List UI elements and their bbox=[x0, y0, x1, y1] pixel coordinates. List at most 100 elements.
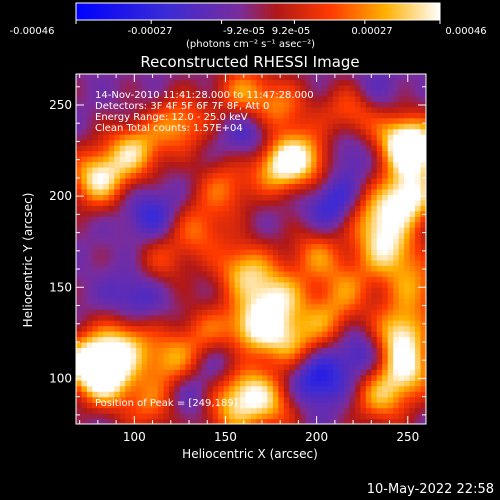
heatmap-cell bbox=[409, 281, 416, 288]
heatmap-cell bbox=[398, 188, 405, 195]
heatmap-cell bbox=[152, 95, 159, 102]
heatmap-cell bbox=[251, 183, 258, 190]
heatmap-cell bbox=[81, 391, 88, 398]
heatmap-cell bbox=[294, 210, 301, 217]
heatmap-cell bbox=[256, 407, 263, 414]
heatmap-cell bbox=[190, 112, 197, 119]
heatmap-cell bbox=[256, 161, 263, 168]
heatmap-cell bbox=[141, 205, 148, 212]
heatmap-cell bbox=[229, 249, 236, 256]
heatmap-cell bbox=[382, 243, 389, 250]
heatmap-cell bbox=[354, 188, 361, 195]
heatmap-cell bbox=[305, 166, 312, 174]
heatmap-cell bbox=[251, 320, 258, 327]
heatmap-cell bbox=[311, 314, 318, 321]
heatmap-cell bbox=[190, 418, 197, 424]
heatmap-cell bbox=[343, 156, 351, 163]
heatmap-cell bbox=[119, 314, 126, 321]
heatmap-cell bbox=[272, 199, 279, 206]
heatmap-cell bbox=[168, 199, 176, 206]
heatmap-cell bbox=[333, 172, 340, 179]
heatmap-cell bbox=[327, 298, 334, 305]
heatmap-cell bbox=[119, 281, 126, 288]
heatmap-cell bbox=[97, 117, 104, 124]
heatmap-cell bbox=[207, 413, 214, 420]
heatmap-cell bbox=[223, 161, 230, 168]
heatmap-cell bbox=[147, 336, 154, 343]
heatmap-cell bbox=[103, 385, 110, 392]
heatmap-cell bbox=[136, 156, 143, 163]
heatmap-cell bbox=[147, 123, 154, 130]
heatmap-cell bbox=[223, 84, 230, 92]
heatmap-cell bbox=[163, 74, 170, 81]
heatmap-cell bbox=[343, 227, 351, 234]
heatmap-cell bbox=[229, 95, 236, 102]
heatmap-cell bbox=[141, 243, 148, 250]
heatmap-cell bbox=[327, 303, 334, 310]
heatmap-cell bbox=[316, 128, 323, 135]
heatmap-cell bbox=[267, 352, 274, 359]
heatmap-cell bbox=[125, 194, 132, 201]
heatmap-cell bbox=[185, 145, 192, 152]
heatmap-cell bbox=[398, 199, 405, 206]
heatmap-cell bbox=[300, 74, 307, 81]
heatmap-cell bbox=[283, 221, 290, 228]
heatmap-cell bbox=[327, 418, 334, 424]
heatmap-cell bbox=[196, 413, 203, 420]
heatmap-cell bbox=[267, 128, 274, 135]
heatmap-cell bbox=[256, 287, 263, 294]
heatmap-cell bbox=[327, 254, 334, 261]
heatmap-cell bbox=[387, 380, 394, 387]
heatmap-cell bbox=[190, 385, 197, 392]
heatmap-cell bbox=[201, 331, 208, 338]
heatmap-cell bbox=[398, 336, 405, 343]
heatmap-cell bbox=[267, 309, 274, 316]
heatmap-cell bbox=[420, 259, 426, 267]
heatmap-cell bbox=[179, 117, 186, 124]
heatmap-cell bbox=[76, 391, 83, 398]
heatmap-cell bbox=[420, 227, 426, 234]
heatmap-cell bbox=[207, 117, 214, 124]
heatmap-cell bbox=[234, 210, 241, 217]
heatmap-cell bbox=[103, 402, 110, 409]
heatmap-cell bbox=[223, 374, 230, 381]
heatmap-cell bbox=[81, 363, 88, 370]
heatmap-cell bbox=[272, 205, 279, 212]
heatmap-cell bbox=[81, 134, 88, 141]
heatmap-cell bbox=[163, 210, 170, 217]
heatmap-cell bbox=[267, 112, 274, 119]
heatmap-cell bbox=[229, 123, 236, 130]
heatmap-cell bbox=[163, 243, 170, 250]
heatmap-cell bbox=[76, 106, 83, 113]
heatmap-cell bbox=[316, 139, 323, 146]
heatmap-cell bbox=[349, 156, 356, 163]
heatmap-cell bbox=[387, 254, 394, 261]
heatmap-cell bbox=[229, 128, 236, 135]
heatmap-cell bbox=[387, 281, 394, 288]
heatmap-cell bbox=[360, 270, 367, 277]
heatmap-cell bbox=[305, 369, 312, 376]
heatmap-cell bbox=[283, 216, 290, 223]
heatmap-cell bbox=[114, 413, 121, 420]
heatmap-cell bbox=[376, 139, 383, 146]
heatmap-cell bbox=[365, 270, 372, 277]
heatmap-cell bbox=[404, 347, 411, 354]
heatmap-cell bbox=[114, 112, 121, 119]
heatmap-cell bbox=[311, 303, 318, 310]
heatmap-cell bbox=[393, 358, 400, 365]
heatmap-cell bbox=[114, 380, 121, 387]
heatmap-cell bbox=[152, 161, 159, 168]
heatmap-cell bbox=[360, 298, 367, 305]
heatmap-cell bbox=[229, 205, 236, 212]
heatmap-cell bbox=[338, 128, 345, 135]
heatmap-cell bbox=[218, 150, 225, 157]
heatmap-cell bbox=[125, 150, 132, 157]
heatmap-cell bbox=[185, 216, 192, 223]
heatmap-cell bbox=[327, 166, 334, 174]
heatmap-cell bbox=[311, 320, 318, 327]
heatmap-cell bbox=[174, 336, 181, 343]
heatmap-cell bbox=[81, 347, 88, 354]
heatmap-cell bbox=[240, 358, 247, 365]
heatmap-cell bbox=[327, 276, 334, 283]
heatmap-cell bbox=[420, 391, 426, 398]
